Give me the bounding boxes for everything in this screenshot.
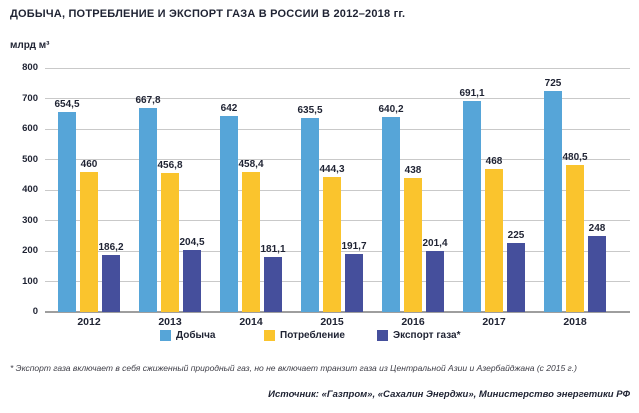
bar-value-label: 444,3 <box>319 163 345 175</box>
bar-value-label: 201,4 <box>422 237 448 249</box>
gridline <box>45 67 630 69</box>
x-axis: 2012 2013 2014 2015 2016 2017 2018 <box>45 316 630 330</box>
legend-swatch-production <box>160 330 171 341</box>
source-credit: Источник: «Газпром», «Сахалин Энерджи», … <box>268 389 630 400</box>
bar-production-2018: 725 <box>544 78 562 312</box>
bar-value-label: 456,8 <box>157 159 183 171</box>
y-tick-label: 0 <box>32 306 38 317</box>
legend-label-consumption: Потребление <box>280 330 345 341</box>
y-tick-label: 100 <box>22 275 38 287</box>
bar-group-2012: 654,5 460 186,2 <box>54 68 124 312</box>
bar-export-2013: 204,5 <box>179 237 205 312</box>
x-tick-label: 2018 <box>563 316 587 328</box>
y-tick-label: 200 <box>22 245 38 256</box>
bar-value-label: 468 <box>485 156 503 168</box>
bar-production-2016: 640,2 <box>378 104 404 312</box>
bar-group-2013: 667,8 456,8 204,5 <box>135 68 205 312</box>
x-tick-label: 2017 <box>482 316 506 328</box>
bar-export-2017: 225 <box>507 230 525 312</box>
chart-title: ДОБЫЧА, ПОТРЕБЛЕНИЕ И ЭКСПОРТ ГАЗА В РОС… <box>10 8 406 20</box>
bar-value-label: 186,2 <box>98 242 124 254</box>
bar-consumption-2014: 458,4 <box>238 159 264 312</box>
legend-label-production: Добыча <box>176 330 216 341</box>
bar-group-2014: 642 458,4 181,1 <box>220 68 286 312</box>
bar-value-label: 181,1 <box>260 243 286 255</box>
legend-label-export: Экспорт газа* <box>393 330 461 341</box>
bar-consumption-2015: 444,3 <box>319 164 345 312</box>
bar-consumption-2012: 460 <box>80 159 98 312</box>
legend-item-production: Добыча <box>160 330 215 341</box>
bar-value-label: 635,5 <box>297 105 323 117</box>
footnote: * Экспорт газа включает в себя сжиженный… <box>10 363 577 373</box>
bar-value-label: 640,2 <box>378 103 404 115</box>
bar-value-label: 642 <box>220 103 238 115</box>
bar-export-2014: 181,1 <box>260 244 286 312</box>
x-tick-label: 2015 <box>320 316 344 328</box>
bar-consumption-2013: 456,8 <box>157 160 183 312</box>
bar-consumption-2018: 480,5 <box>562 152 588 312</box>
y-tick-label: 700 <box>22 92 38 104</box>
x-tick-label: 2012 <box>77 316 101 328</box>
legend-swatch-consumption <box>264 330 275 341</box>
y-axis: 800 700 600 500 400 300 200 100 0 <box>6 63 38 317</box>
y-tick-label: 300 <box>22 214 38 226</box>
bar-value-label: 225 <box>507 230 525 242</box>
legend-item-export: Экспорт газа* <box>377 330 461 341</box>
gridline <box>45 128 630 130</box>
bar-export-2016: 201,4 <box>422 238 448 312</box>
x-tick-label: 2013 <box>158 316 182 328</box>
bar-value-label: 725 <box>544 77 562 89</box>
bar-value-label: 480,5 <box>562 152 588 164</box>
bar-group-2015: 635,5 444,3 191,7 <box>297 68 367 312</box>
bar-export-2018: 248 <box>588 223 606 312</box>
x-tick-label: 2014 <box>239 316 263 328</box>
bar-production-2015: 635,5 <box>297 105 323 312</box>
bar-value-label: 458,4 <box>238 159 264 171</box>
bar-production-2012: 654,5 <box>54 99 80 312</box>
gridline <box>45 98 630 99</box>
bar-value-label: 204,5 <box>179 236 205 248</box>
bar-value-label: 460 <box>80 158 98 170</box>
legend-item-consumption: Потребление <box>264 330 345 341</box>
bar-value-label: 667,8 <box>135 95 161 107</box>
bar-production-2014: 642 <box>220 103 238 312</box>
y-axis-unit: млрд м³ <box>10 40 50 51</box>
legend-swatch-export <box>377 330 388 341</box>
gridline <box>45 159 630 160</box>
bar-export-2012: 186,2 <box>98 242 124 312</box>
bar-value-label: 654,5 <box>54 99 80 111</box>
bar-production-2013: 667,8 <box>135 95 161 312</box>
y-tick-label: 500 <box>22 153 38 165</box>
bar-consumption-2017: 468 <box>485 156 503 312</box>
y-tick-label: 800 <box>22 62 38 73</box>
bar-value-label: 438 <box>404 165 422 177</box>
y-tick-label: 600 <box>22 123 38 134</box>
legend: Добыча Потребление Экспорт газа* <box>0 330 639 344</box>
bar-value-label: 691,1 <box>459 88 485 100</box>
y-tick-label: 400 <box>22 184 38 195</box>
bar-group-2017: 691,1 468 225 <box>459 68 525 312</box>
x-tick-label: 2016 <box>401 316 425 328</box>
bar-production-2017: 691,1 <box>459 88 485 312</box>
x-axis-baseline <box>45 311 630 313</box>
bar-value-label: 248 <box>588 223 606 235</box>
bar-group-2018: 725 480,5 248 <box>544 68 606 312</box>
plot-area: 654,5 460 186,2 667,8 456,8 204,5 642 458,4 181,… <box>45 67 630 313</box>
bar-value-label: 191,7 <box>341 240 367 252</box>
bar-export-2015: 191,7 <box>341 241 367 312</box>
bar-consumption-2016: 438 <box>404 165 422 312</box>
bar-group-2016: 640,2 438 201,4 <box>378 68 448 312</box>
